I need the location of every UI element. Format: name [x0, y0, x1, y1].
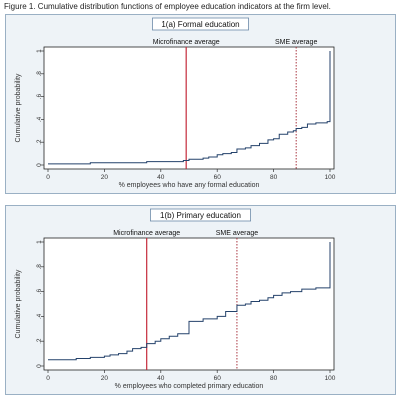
x-tick-label: 60	[214, 174, 222, 181]
chart-panel-primary-education: 1(b) Primary education 0 20 40 60 80 100 0 .2 .4.…	[5, 205, 396, 395]
y-tick-label: .6	[36, 289, 43, 295]
y-tick-label: .4	[36, 116, 43, 122]
y-axis-label: Cumulative probability	[15, 269, 22, 338]
figure-title: Figure 1. Cumulative distribution functi…	[4, 2, 331, 11]
x-tick-label: 60	[214, 375, 222, 382]
y-axis-label: Cumulative probability	[15, 73, 22, 142]
sme-average-label: SME average	[275, 39, 318, 46]
sme-average-label: SME average	[216, 230, 259, 237]
x-tick-label: 20	[101, 375, 109, 382]
x-tick-label: 0	[46, 375, 50, 382]
x-tick-label: 40	[157, 174, 165, 181]
y-tick-label: .4	[36, 313, 43, 319]
chart-title: 1(a) Formal education	[161, 20, 239, 29]
x-tick-label: 80	[270, 174, 278, 181]
chart-title: 1(b) Primary education	[160, 211, 241, 220]
cdf-series-line	[48, 51, 331, 165]
microfinance-average-label: Microfinance average	[113, 230, 180, 237]
x-tick-label: 20	[101, 174, 109, 181]
x-tick-label: 100	[325, 375, 336, 382]
y-tick-label: .8	[36, 71, 43, 77]
x-tick-label: 80	[270, 375, 278, 382]
x-tick-label: 40	[157, 375, 165, 382]
plot-area	[43, 237, 335, 371]
chart-primary-education: 1(b) Primary education 0 20 40 60 80 100 0 .2 .4.…	[15, 208, 336, 390]
y-tick-label: 0	[36, 364, 43, 368]
x-axis-label: % employees who completed primary educat…	[115, 383, 264, 390]
plot-area	[43, 46, 335, 170]
y-tick-label: 1	[36, 240, 43, 244]
x-tick-label: 0	[46, 174, 50, 181]
y-tick-label: .8	[36, 264, 43, 270]
y-tick-label: .6	[36, 94, 43, 100]
y-tick-label: .2	[36, 139, 43, 145]
y-tick-label: 1	[36, 49, 43, 53]
x-tick-label: 100	[325, 174, 336, 181]
chart-panel-formal-education: 1(a) Formal education 0 20 40 60 80 100 0 .2 .4 .6…	[5, 14, 396, 194]
y-tick-label: .2	[36, 338, 43, 344]
microfinance-average-label: Microfinance average	[153, 39, 220, 46]
chart-title-box	[152, 17, 249, 31]
y-tick-label: 0	[36, 163, 43, 167]
x-axis-label: % employees who have any formal educatio…	[119, 182, 260, 189]
chart-formal-education: 1(a) Formal education 0 20 40 60 80 100 0 .2 .4 .6…	[15, 17, 336, 189]
chart-title-box	[149, 208, 251, 222]
